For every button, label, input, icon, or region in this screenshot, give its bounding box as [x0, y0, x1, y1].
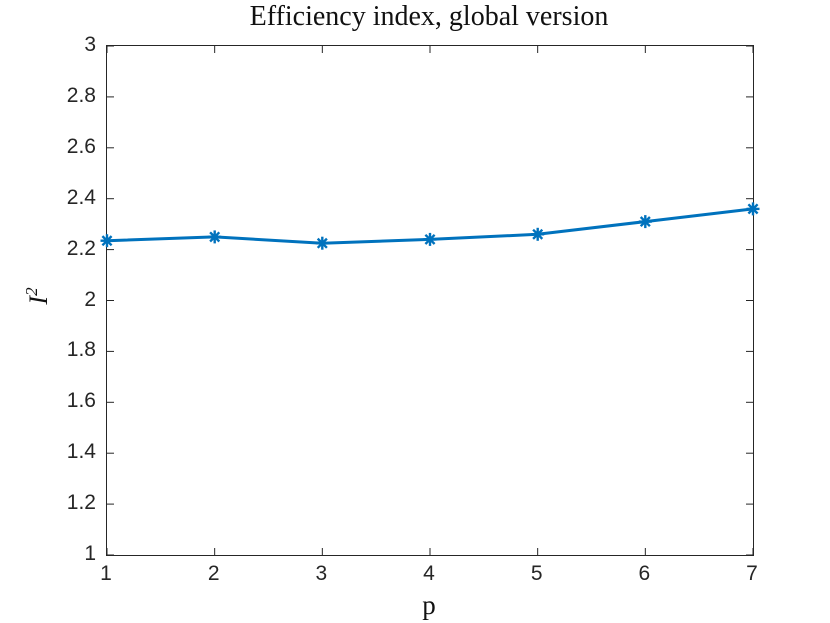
- x-tick-label: 2: [207, 562, 220, 585]
- data-point-marker: [208, 230, 222, 244]
- y-tick-label: 2: [84, 287, 96, 311]
- chart-title: Efficiency index, global version: [249, 1, 609, 32]
- y-tick-label: 2.6: [66, 134, 96, 158]
- y-tick-label: 3: [84, 33, 96, 56]
- data-point-marker: [423, 232, 437, 246]
- data-point-marker: [638, 215, 652, 229]
- x-tick-label: 6: [638, 562, 651, 585]
- y-tick-label: 2.8: [66, 83, 96, 107]
- y-tick-label: 1.4: [66, 440, 96, 464]
- x-tick-label: 5: [530, 562, 543, 585]
- x-tick-label: 7: [746, 562, 758, 585]
- plot-area: [100, 45, 760, 556]
- x-tick-label: 1: [100, 562, 112, 585]
- y-tick-label: 1.8: [66, 338, 96, 362]
- data-point-marker: [531, 227, 545, 241]
- y-tick-label: 2.2: [66, 236, 96, 260]
- y-tick-label: 1.6: [66, 389, 96, 413]
- y-tick-label: 1: [84, 542, 96, 565]
- x-axis-label: p: [422, 590, 436, 620]
- data-point-marker: [746, 202, 760, 216]
- y-tick-label: 2.4: [66, 185, 96, 209]
- plot-canvas: [100, 45, 760, 556]
- data-point-marker: [100, 234, 114, 248]
- x-tick-label: 3: [315, 562, 328, 585]
- x-tick-label: 4: [423, 562, 435, 585]
- data-point-marker: [315, 236, 329, 250]
- y-tick-label: 1.2: [66, 491, 96, 515]
